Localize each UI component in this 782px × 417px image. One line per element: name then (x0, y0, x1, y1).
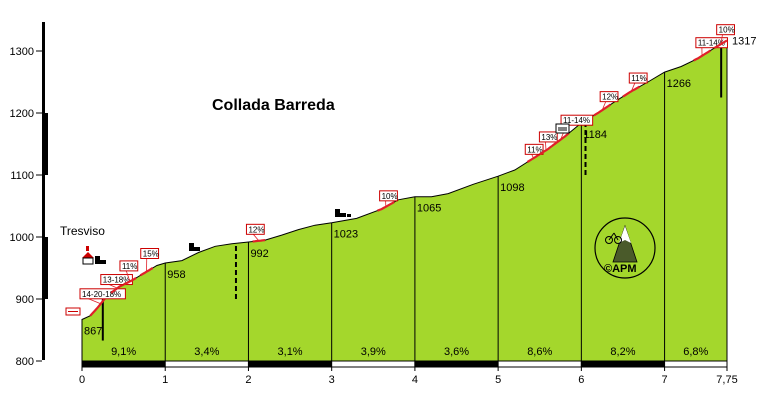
segment-gradient-1: 3,4% (194, 346, 219, 358)
elevation-label-3: 1023 (334, 229, 358, 241)
x-tick-label-7: 7 (662, 374, 668, 386)
km-bar-4 (415, 361, 498, 367)
steep-label-2: 11% (122, 262, 137, 271)
segment-gradient-2: 3,1% (278, 346, 303, 358)
y-tick-label-1: 900 (16, 294, 34, 306)
steep-label-4: 12% (248, 225, 264, 234)
steep-label-9: 12% (602, 93, 618, 102)
x-tick-label-3: 3 (329, 374, 335, 386)
elevation-label-5: 1098 (500, 182, 524, 194)
y-tick-label-4: 1200 (10, 108, 34, 120)
fountain-icon (66, 308, 80, 315)
apm-logo: ©APM (595, 218, 655, 278)
elevation-label-7: 1266 (667, 78, 691, 90)
elevation-label-8: 1317 (732, 35, 756, 47)
elevation-label-1: 958 (167, 269, 185, 281)
y-axis-band-lower (42, 237, 48, 299)
elevation-label-4: 1065 (417, 203, 441, 215)
y-axis-line (42, 22, 45, 360)
x-tick-label-2: 2 (245, 374, 251, 386)
km-bar-1 (165, 361, 248, 367)
elevation-label-0: 867 (84, 325, 102, 337)
km-bar-7 (665, 361, 727, 367)
steep-label-3: 15% (143, 250, 159, 259)
x-tick-label-0: 0 (79, 374, 85, 386)
y-tick-label-3: 1100 (10, 170, 34, 182)
logo-text: ©APM (604, 263, 637, 275)
segment-gradient-5: 8,6% (527, 346, 552, 358)
steep-label-7: 13% (541, 133, 557, 142)
shelter-icon (556, 124, 569, 133)
elevation-label-6: 1184 (583, 129, 607, 141)
segment-gradient-3: 3,9% (361, 346, 386, 358)
elevation-label-2: 992 (250, 248, 268, 260)
steep-label-0: 14-20-18% (82, 290, 121, 299)
km-bar-2 (248, 361, 331, 367)
x-tick-label-6: 6 (578, 374, 584, 386)
steep-label-10: 11% (631, 74, 646, 83)
segment-gradient-0: 9,1% (111, 346, 136, 358)
km-bar-3 (332, 361, 415, 367)
segment-gradient-4: 3,6% (444, 346, 469, 358)
km-bar-5 (498, 361, 581, 367)
x-tick-label-1: 1 (162, 374, 168, 386)
steep-label-5: 10% (382, 192, 398, 201)
steep-label-12: 10% (719, 26, 735, 35)
segment-gradient-7: 6,8% (683, 346, 708, 358)
start-place-label: Tresviso (60, 224, 105, 238)
building-icon-2 (335, 209, 351, 217)
km-bar-6 (581, 361, 664, 367)
y-tick-label-2: 1000 (10, 232, 34, 244)
x-tick-label-8: 7,75 (716, 374, 737, 386)
x-tick-label-4: 4 (412, 374, 418, 386)
km-bar-0 (82, 361, 165, 367)
x-tick-label-5: 5 (495, 374, 501, 386)
village-icon (82, 246, 106, 264)
y-axis-band-upper (42, 113, 48, 175)
segment-gradient-6: 8,2% (610, 346, 635, 358)
chart-title: Collada Barreda (212, 97, 335, 114)
profile-area (82, 41, 727, 362)
y-tick-label-0: 800 (16, 356, 34, 368)
building-icon (189, 243, 200, 251)
y-tick-label-5: 1300 (10, 46, 34, 58)
